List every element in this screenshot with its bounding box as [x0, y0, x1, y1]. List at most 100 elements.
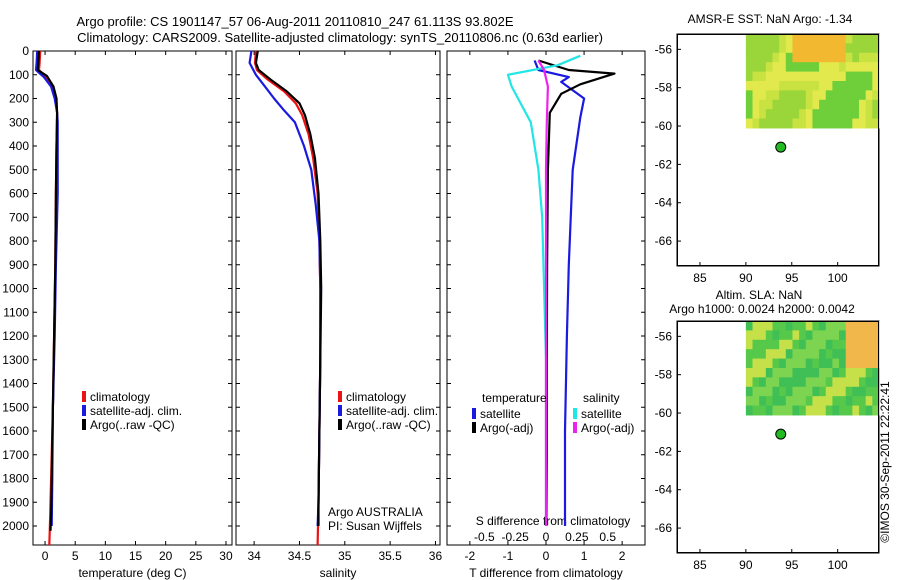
map-cell	[872, 62, 880, 73]
map-cell	[779, 330, 787, 341]
legend-swatch-argo	[472, 422, 476, 433]
map-cell	[825, 405, 833, 416]
map-y-tick-label: -60	[655, 119, 673, 133]
series-line-argo	[36, 50, 59, 531]
s-tick-label: 0.5	[599, 530, 616, 544]
map-y-tick-label: -56	[655, 42, 673, 56]
legend-group-title: temperature	[482, 391, 547, 405]
map-x-tick-label: 100	[828, 271, 848, 285]
map-cell	[825, 367, 833, 378]
map-cell	[779, 109, 787, 120]
map-cell	[765, 358, 773, 369]
map-cell	[759, 99, 767, 110]
map-cell	[832, 396, 840, 407]
map-cell	[859, 386, 867, 397]
map-cell	[825, 99, 833, 110]
map-cell	[865, 386, 873, 397]
map-cell	[805, 90, 813, 101]
map-cell	[812, 339, 820, 350]
legend-group-title: salinity	[583, 391, 620, 405]
map-cell	[825, 52, 833, 63]
map-cell	[819, 321, 827, 331]
map-cell	[745, 34, 754, 44]
map-cell	[772, 52, 780, 63]
map-cell	[765, 367, 773, 378]
series-line-magenta	[537, 59, 549, 526]
map-cell	[759, 349, 767, 360]
map-cell	[872, 349, 880, 360]
map-cell	[825, 71, 833, 82]
argo-float-marker	[775, 428, 787, 440]
map-cell	[759, 80, 767, 91]
map-cell	[779, 339, 787, 350]
map-cell	[799, 109, 807, 120]
map-cell	[872, 52, 880, 63]
map-cell	[765, 109, 773, 120]
map-cell	[792, 405, 800, 416]
map-cell	[865, 367, 873, 378]
map-cell	[752, 52, 760, 63]
map-cell	[759, 118, 767, 129]
map-cell	[745, 43, 754, 54]
map-cell	[765, 34, 773, 44]
y-tick-label: 1000	[2, 282, 29, 296]
map-cell	[772, 377, 780, 388]
map-cell	[759, 43, 767, 54]
map-y-tick-label: -62	[655, 444, 673, 458]
map-cell	[799, 339, 807, 350]
x-tick-label: 10	[99, 549, 113, 563]
map-cell	[819, 358, 827, 369]
map-cell	[805, 43, 813, 54]
map-cell	[799, 386, 807, 397]
map-cell	[845, 349, 853, 360]
map-cell	[852, 339, 860, 350]
map-cell	[825, 34, 833, 44]
y-tick-label: 900	[9, 258, 29, 272]
map-cell	[759, 377, 767, 388]
map-y-tick-label: -60	[655, 406, 673, 420]
map-cell	[839, 34, 847, 44]
y-tick-label: 1100	[3, 305, 29, 319]
map-cell	[745, 71, 754, 82]
map-cell	[752, 34, 760, 44]
map-cell	[785, 43, 793, 54]
map-cell	[825, 109, 833, 120]
y-tick-label: 1800	[2, 472, 29, 486]
map-cell	[792, 118, 800, 129]
map-cell	[819, 118, 827, 129]
legend-swatch-cyan	[573, 408, 577, 419]
legend-label: satellite	[581, 407, 622, 421]
map-cell	[799, 80, 807, 91]
map-cell	[852, 321, 860, 331]
map-cell	[745, 367, 754, 378]
map-cell	[772, 43, 780, 54]
map-cell	[752, 43, 760, 54]
map-cell	[825, 349, 833, 360]
map-cell	[872, 367, 880, 378]
map-cell	[839, 396, 847, 407]
map-cell	[839, 43, 847, 54]
map-cell	[765, 43, 773, 54]
map-cell	[832, 367, 840, 378]
map-cell	[799, 321, 807, 331]
y-tick-label: 100	[9, 68, 29, 82]
map-cell	[865, 396, 873, 407]
map-cell	[792, 339, 800, 350]
y-tick-label: 1200	[2, 329, 29, 343]
map-cell	[812, 80, 820, 91]
map-cell	[799, 99, 807, 110]
map-cell	[792, 62, 800, 73]
map-cell	[779, 71, 787, 82]
map-x-tick-label: 100	[828, 558, 848, 572]
map-cell	[845, 377, 853, 388]
legend-swatch-satellite	[472, 408, 476, 419]
map-cell	[832, 62, 840, 73]
map-cell	[772, 118, 780, 129]
map-cell	[859, 80, 867, 91]
x-tick-label: 15	[129, 549, 143, 563]
map-cell	[812, 71, 820, 82]
map-cell	[872, 90, 880, 101]
map-cell	[799, 62, 807, 73]
map-cell	[785, 90, 793, 101]
x-tick-label: 0	[543, 549, 550, 563]
